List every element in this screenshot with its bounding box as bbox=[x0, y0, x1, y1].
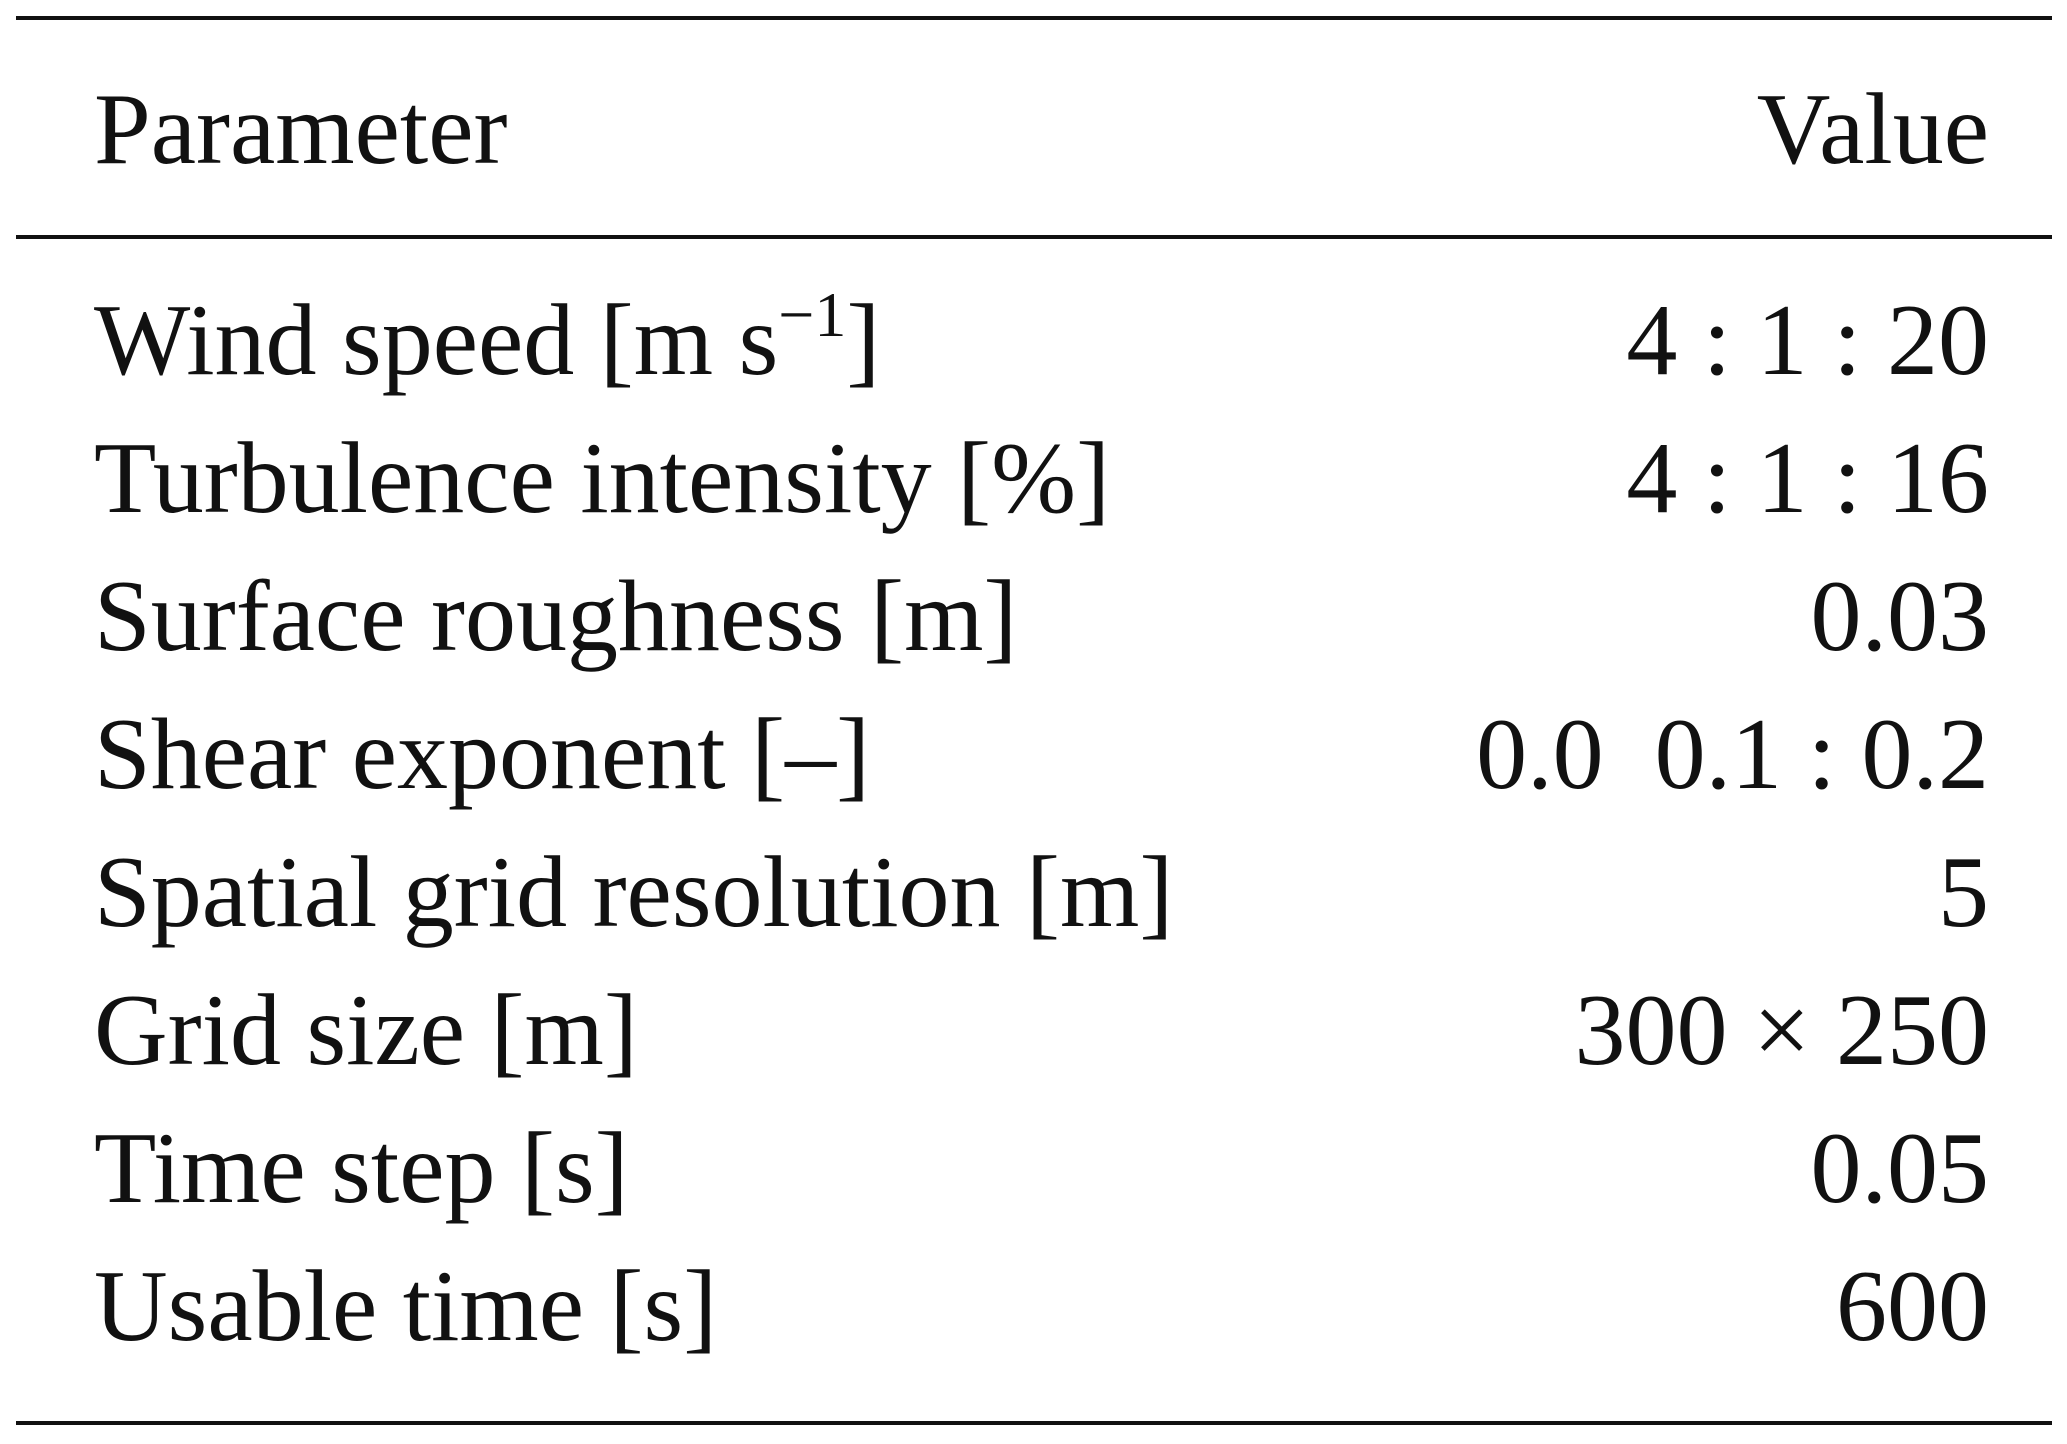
table-row: Turbulence intensity [%] 4 : 1 : 16 bbox=[94, 410, 1989, 548]
table-row: Surface roughness [m] 0.03 bbox=[94, 548, 1989, 686]
table-row: Wind speed [m s−1] 4 : 1 : 20 bbox=[94, 272, 1989, 410]
table-header-row: Parameter Value bbox=[94, 61, 1989, 199]
table-row: Grid size [m] 300 × 250 bbox=[94, 962, 1989, 1100]
row-value: 4 : 1 : 16 bbox=[1626, 422, 1989, 535]
row-parameter: Shear exponent [–] bbox=[94, 698, 871, 811]
row-value: 0.05 bbox=[1810, 1112, 1990, 1225]
row-parameter: Usable time [s] bbox=[94, 1250, 718, 1363]
header-value: Value bbox=[1756, 73, 1989, 186]
row-value: 5 bbox=[1938, 836, 1989, 949]
table-row: Usable time [s] 600 bbox=[94, 1238, 1989, 1376]
header-rule bbox=[16, 235, 2052, 239]
row-parameter: Grid size [m] bbox=[94, 974, 638, 1087]
table-row: Spatial grid resolution [m] 5 bbox=[94, 824, 1989, 962]
parameter-table: Parameter Value Wind speed [m s−1] 4 : 1… bbox=[16, 16, 2052, 1428]
row-parameter-suffix: ] bbox=[846, 284, 881, 397]
row-value: 0.0 0.1 : 0.2 bbox=[1476, 698, 1989, 811]
row-parameter: Wind speed [m s−1] bbox=[94, 283, 880, 392]
row-value: 0.03 bbox=[1810, 560, 1990, 673]
row-parameter-text: Wind speed [m s bbox=[94, 284, 779, 397]
row-parameter: Surface roughness [m] bbox=[94, 560, 1018, 673]
row-parameter: Turbulence intensity [%] bbox=[94, 422, 1111, 535]
row-value: 600 bbox=[1836, 1250, 1989, 1363]
row-value: 4 : 1 : 20 bbox=[1626, 284, 1989, 397]
row-parameter: Time step [s] bbox=[94, 1112, 629, 1225]
row-parameter: Spatial grid resolution [m] bbox=[94, 836, 1174, 949]
row-parameter-superscript: −1 bbox=[778, 279, 847, 350]
bottom-rule bbox=[16, 1421, 2052, 1425]
top-rule bbox=[16, 16, 2052, 20]
table-row: Shear exponent [–] 0.0 0.1 : 0.2 bbox=[94, 686, 1989, 824]
table-row: Time step [s] 0.05 bbox=[94, 1100, 1989, 1238]
row-value: 300 × 250 bbox=[1574, 974, 1989, 1087]
header-parameter: Parameter bbox=[94, 73, 508, 186]
